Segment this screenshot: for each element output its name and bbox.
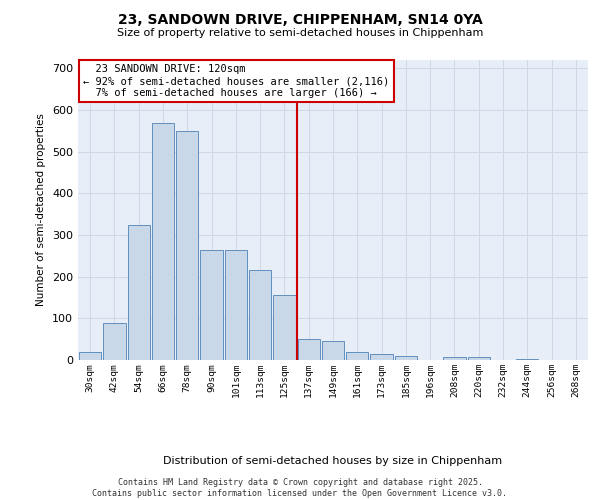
- Text: 23 SANDOWN DRIVE: 120sqm  
← 92% of semi-detached houses are smaller (2,116)
  7: 23 SANDOWN DRIVE: 120sqm ← 92% of semi-d…: [83, 64, 389, 98]
- Text: Contains HM Land Registry data © Crown copyright and database right 2025.
Contai: Contains HM Land Registry data © Crown c…: [92, 478, 508, 498]
- Bar: [224, 250, 247, 360]
- Bar: [103, 322, 125, 360]
- Bar: [298, 339, 320, 360]
- Text: Size of property relative to semi-detached houses in Chippenham: Size of property relative to semi-detach…: [117, 28, 483, 38]
- Bar: [467, 356, 490, 360]
- X-axis label: Distribution of semi-detached houses by size in Chippenham: Distribution of semi-detached houses by …: [163, 456, 503, 466]
- Bar: [370, 354, 393, 360]
- Bar: [516, 359, 538, 360]
- Bar: [395, 356, 417, 360]
- Bar: [322, 341, 344, 360]
- Bar: [273, 296, 296, 360]
- Bar: [176, 131, 199, 360]
- Bar: [79, 352, 101, 360]
- Text: 23, SANDOWN DRIVE, CHIPPENHAM, SN14 0YA: 23, SANDOWN DRIVE, CHIPPENHAM, SN14 0YA: [118, 12, 482, 26]
- Bar: [443, 356, 466, 360]
- Bar: [249, 270, 271, 360]
- Bar: [128, 224, 150, 360]
- Bar: [152, 122, 174, 360]
- Bar: [346, 352, 368, 360]
- Bar: [200, 250, 223, 360]
- Y-axis label: Number of semi-detached properties: Number of semi-detached properties: [37, 114, 46, 306]
